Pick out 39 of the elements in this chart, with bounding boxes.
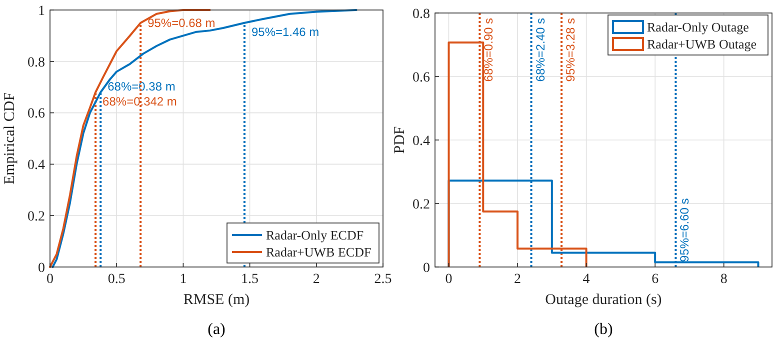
- ref-line-label: 95%=1.46 m: [251, 25, 320, 40]
- legend-label: Radar-Only ECDF: [266, 228, 364, 243]
- y-tick-label: 0.8: [28, 55, 45, 70]
- legend-label: Radar+UWB ECDF: [266, 244, 372, 260]
- y-tick-label: 1: [38, 4, 45, 19]
- ref-line-label: 68%=0.342 m: [102, 94, 177, 108]
- y-tick-label: 0.6: [412, 70, 430, 86]
- y-tick-label: 0.2: [28, 210, 45, 224]
- ref-line-label: 68%=2.40 s: [533, 18, 548, 82]
- legend-label: Radar-Only Outage: [647, 20, 750, 35]
- x-tick-label: 2.5: [374, 272, 392, 287]
- y-axis-title: PDF: [392, 126, 408, 154]
- y-tick-label: 0: [38, 260, 45, 276]
- y-tick-label: 0.4: [28, 158, 45, 174]
- y-tick-label: 0.8: [412, 6, 430, 22]
- y-tick-label: 0.4: [412, 134, 430, 149]
- text: (a): [208, 321, 226, 338]
- x-axis-title: RMSE (m): [183, 292, 250, 308]
- y-tick-label: 0.2: [412, 197, 430, 212]
- x-tick-label: 0: [445, 272, 452, 287]
- x-tick-label: 2: [312, 272, 320, 287]
- x-axis-title: Outage duration (s): [545, 292, 662, 308]
- y-axis-title: Empirical CDF: [2, 92, 18, 185]
- x-tick-label: 1.5: [241, 272, 259, 287]
- ref-line-label: 95%=3.28 s: [564, 18, 578, 82]
- x-tick-label: 1: [180, 272, 187, 287]
- x-tick-label: 2: [514, 272, 522, 287]
- ref-line-label: 95%=0.68 m: [148, 16, 216, 30]
- x-tick-label: 8: [720, 272, 728, 287]
- text: (b): [594, 321, 613, 338]
- ref-line-label: 68%=0.90 s: [482, 18, 496, 82]
- x-tick-label: 4: [582, 272, 590, 287]
- ref-line-label: 95%=6.60 s: [678, 198, 692, 262]
- legend-label: Radar+UWB Outage: [647, 36, 757, 52]
- y-tick-label: 0: [423, 260, 430, 276]
- ref-line-label: 68%=0.38 m: [108, 79, 176, 94]
- y-tick-label: 0.6: [28, 106, 45, 122]
- x-tick-label: 0.5: [108, 272, 126, 287]
- x-tick-label: 6: [652, 272, 659, 287]
